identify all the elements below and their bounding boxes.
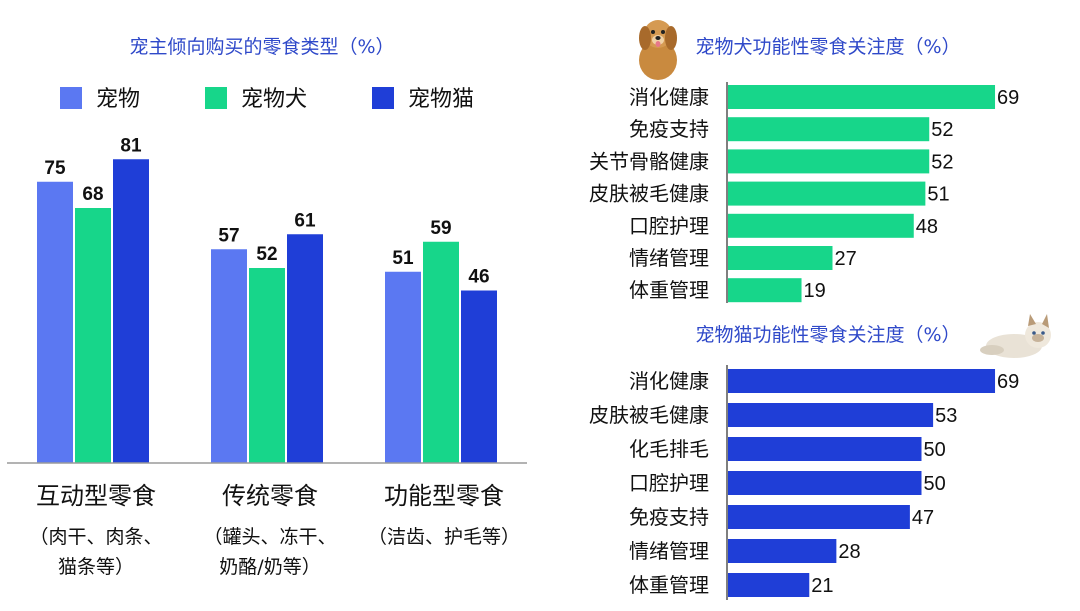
legend-swatch-dog bbox=[205, 87, 227, 109]
bar-value-label: 51 bbox=[392, 248, 414, 269]
cat-bar-2 bbox=[728, 403, 934, 427]
cat-bar-7 bbox=[728, 573, 810, 597]
cat-category-label: 化毛排毛 bbox=[629, 437, 709, 461]
bar-value-label: 81 bbox=[120, 135, 142, 156]
bar-group: 75 68 81 57 52 61 51 59 46 bbox=[37, 135, 497, 463]
bar-value-label: 59 bbox=[430, 218, 451, 239]
bar-value-label: 57 bbox=[218, 225, 239, 246]
dog-bar-5 bbox=[728, 213, 914, 238]
cat-category-label: 消化健康 bbox=[629, 369, 709, 393]
bar-dog-2 bbox=[249, 268, 285, 463]
cat-functional-snack-chart: 宠物猫功能性零食关注度（%） 消化健康 69 皮肤被毛健康 53 化毛排毛 50 口腔护理 5… bbox=[589, 314, 1051, 600]
dog-value-label: 52 bbox=[931, 119, 953, 141]
dog-bars: 消化健康 69 免疫支持 52 关节骨骼健康 52 皮肤被毛健康 51 口腔护理 48 情绪管理 27… bbox=[589, 85, 1019, 303]
dog-bar-4 bbox=[728, 181, 926, 206]
bar-pet-2 bbox=[211, 249, 247, 463]
category-note: 猫条等） bbox=[58, 556, 134, 578]
dog-bar-6 bbox=[728, 246, 833, 270]
category-note: （洁齿、护毛等） bbox=[368, 526, 520, 548]
category-note: （肉干、肉条、 bbox=[29, 526, 162, 548]
cat-value-label: 50 bbox=[924, 473, 946, 495]
dog-value-label: 52 bbox=[931, 151, 953, 173]
cat-value-label: 21 bbox=[811, 575, 833, 597]
dog-illustration bbox=[639, 20, 677, 80]
category-note: 奶酪/奶等） bbox=[219, 556, 320, 578]
legend-swatch-cat bbox=[372, 87, 394, 109]
cat-value-label: 28 bbox=[838, 541, 860, 563]
dog-category-label: 体重管理 bbox=[629, 278, 709, 302]
bar-dog-1 bbox=[75, 208, 111, 463]
category-labels: 互动型零食 （肉干、肉条、猫条等） 传统零食 （罐头、冻干、奶酪/奶等） 功能型零食 （洁… bbox=[29, 482, 520, 578]
bar-value-label: 61 bbox=[294, 210, 316, 231]
legend-label-dog: 宠物犬 bbox=[241, 87, 307, 112]
dog-category-label: 情绪管理 bbox=[629, 246, 709, 270]
dog-value-label: 48 bbox=[916, 216, 938, 238]
cat-value-label: 69 bbox=[997, 371, 1019, 393]
legend-label-pet: 宠物 bbox=[96, 87, 140, 112]
legend: 宠物 宠物犬 宠物猫 bbox=[60, 87, 474, 112]
dog-bar-3 bbox=[728, 149, 930, 174]
category-note: （罐头、冻干、 bbox=[203, 526, 336, 548]
bar-value-label: 52 bbox=[256, 244, 277, 265]
dog-category-label: 消化健康 bbox=[629, 85, 709, 109]
dog-bar-1 bbox=[728, 85, 996, 109]
cat-bar-5 bbox=[728, 505, 910, 529]
category-label: 功能型零食 bbox=[384, 482, 504, 510]
category-label: 互动型零食 bbox=[36, 482, 156, 510]
legend-swatch-pet bbox=[60, 87, 82, 109]
legend-label-cat: 宠物猫 bbox=[408, 87, 474, 112]
dog-chart-title: 宠物犬功能性零食关注度（%） bbox=[695, 36, 960, 58]
left-chart-title: 宠主倾向购买的零食类型（%） bbox=[129, 36, 394, 58]
cat-bars: 消化健康 69 皮肤被毛健康 53 化毛排毛 50 口腔护理 50 免疫支持 47 情绪管理 28 体重… bbox=[589, 369, 1019, 597]
bar-dog-3 bbox=[423, 241, 459, 463]
bar-pet-3 bbox=[385, 271, 421, 463]
snack-type-chart: 宠主倾向购买的零食类型（%） 宠物 宠物犬 宠物猫 75 68 81 57 52 61 51 59… bbox=[7, 36, 527, 578]
dog-functional-snack-chart: 宠物犬功能性零食关注度（%） 消化健康 69 免疫支持 52 关节骨骼健康 52 皮肤被毛健… bbox=[589, 20, 1019, 303]
bar-value-label: 46 bbox=[468, 267, 489, 288]
cat-chart-title: 宠物猫功能性零食关注度（%） bbox=[695, 324, 960, 346]
cat-bar-1 bbox=[728, 369, 996, 393]
dog-category-label: 关节骨骼健康 bbox=[589, 149, 709, 173]
bar-cat-2 bbox=[287, 234, 323, 463]
dog-value-label: 51 bbox=[927, 184, 949, 206]
cat-value-label: 47 bbox=[912, 507, 934, 529]
cat-category-label: 皮肤被毛健康 bbox=[589, 403, 709, 427]
cat-value-label: 53 bbox=[935, 405, 957, 427]
dog-bar-7 bbox=[728, 278, 802, 303]
cat-category-label: 口腔护理 bbox=[629, 471, 709, 495]
bar-value-label: 75 bbox=[44, 158, 66, 179]
cat-illustration bbox=[980, 314, 1051, 358]
dog-category-label: 免疫支持 bbox=[629, 117, 709, 141]
bar-value-label: 68 bbox=[82, 184, 103, 205]
bar-pet-1 bbox=[37, 181, 73, 463]
dog-value-label: 27 bbox=[834, 248, 856, 270]
dog-value-label: 19 bbox=[804, 280, 826, 302]
dog-bar-2 bbox=[728, 117, 930, 142]
cat-value-label: 50 bbox=[924, 439, 946, 461]
cat-bar-4 bbox=[728, 471, 922, 495]
bar-cat-3 bbox=[461, 290, 497, 463]
cat-category-label: 免疫支持 bbox=[629, 505, 709, 529]
dog-category-label: 皮肤被毛健康 bbox=[589, 182, 709, 206]
bar-cat-1 bbox=[113, 159, 149, 463]
cat-category-label: 体重管理 bbox=[629, 573, 709, 597]
dog-category-label: 口腔护理 bbox=[629, 214, 709, 238]
cat-bar-3 bbox=[728, 437, 922, 461]
cat-category-label: 情绪管理 bbox=[629, 539, 709, 563]
dog-value-label: 69 bbox=[997, 87, 1019, 109]
category-label: 传统零食 bbox=[222, 482, 318, 510]
cat-bar-6 bbox=[728, 539, 837, 563]
